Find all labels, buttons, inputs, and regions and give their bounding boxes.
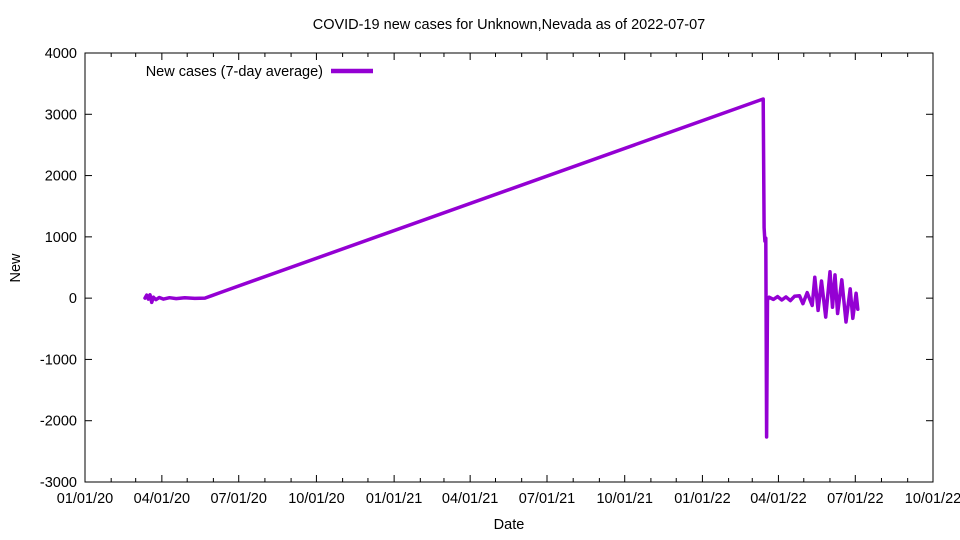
x-tick-label: 07/01/20: [210, 491, 266, 507]
x-tick-label: 01/01/21: [366, 491, 422, 507]
legend: New cases (7-day average): [146, 64, 373, 80]
x-tick-label: 04/01/22: [750, 491, 806, 507]
data-line-series: [143, 97, 860, 439]
x-tick-label: 04/01/21: [442, 491, 498, 507]
x-tick-label: 01/01/20: [57, 491, 113, 507]
chart-title: COVID-19 new cases for Unknown,Nevada as…: [313, 17, 706, 33]
x-axis-label: Date: [494, 517, 525, 533]
x-tick-label: 07/01/22: [827, 491, 883, 507]
legend-label: New cases (7-day average): [146, 64, 323, 80]
y-axis-label: New: [8, 253, 24, 283]
x-tick-label: 01/01/22: [674, 491, 730, 507]
y-tick-label: 3000: [45, 107, 77, 123]
y-tick-label: 2000: [45, 169, 77, 185]
x-tick-label: 10/01/22: [905, 491, 960, 507]
plot-border: [84, 52, 934, 483]
x-tick-label: 04/01/20: [134, 491, 190, 507]
x-tick-label: 07/01/21: [519, 491, 575, 507]
x-tick-label: 10/01/20: [288, 491, 344, 507]
y-tick-label: 4000: [45, 46, 77, 62]
y-tick-label: 0: [69, 291, 77, 307]
y-tick-label: -2000: [40, 414, 77, 430]
y-tick-label: -1000: [40, 352, 77, 368]
x-tick-label: 10/01/21: [596, 491, 652, 507]
y-tick-label: -3000: [40, 475, 77, 491]
y-tick-label: 1000: [45, 230, 77, 246]
